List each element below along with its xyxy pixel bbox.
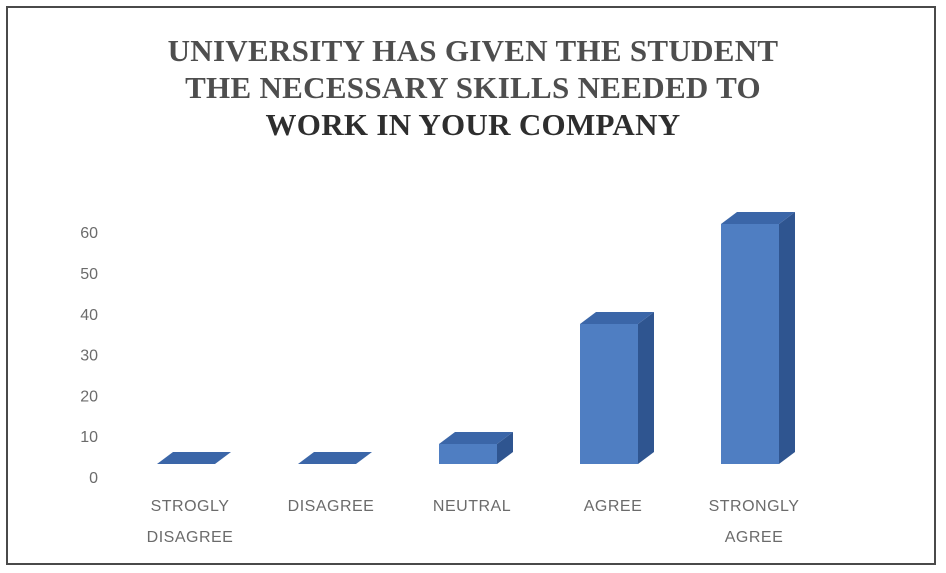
- x-tick-label: AGREE: [584, 498, 643, 515]
- bar-front: [721, 224, 779, 464]
- bar-top: [439, 432, 513, 444]
- bar: [721, 212, 795, 464]
- y-tick-label: 50: [80, 266, 98, 283]
- bar-side: [638, 312, 654, 464]
- x-tick-label: DISAGREE: [288, 498, 375, 515]
- x-tick-label-line: DISAGREE: [147, 529, 234, 546]
- y-tick-label: 40: [80, 307, 98, 324]
- bar-top: [157, 452, 231, 464]
- x-tick-label-line: AGREE: [584, 498, 643, 515]
- x-tick-label: NEUTRAL: [433, 498, 511, 515]
- y-tick-label: 20: [80, 388, 98, 405]
- y-tick-label: 10: [80, 429, 98, 446]
- chart-title: UNIVERSITY HAS GIVEN THE STUDENT THE NEC…: [0, 32, 946, 143]
- y-tick-label: 0: [89, 470, 98, 487]
- x-tick-label-line: STROGLY: [151, 498, 230, 515]
- x-tick-label-line: DISAGREE: [288, 498, 375, 515]
- bars: [157, 212, 795, 464]
- bar-side: [497, 432, 513, 464]
- x-tick-label-line: AGREE: [725, 529, 784, 546]
- chart-title-line-2: THE NECESSARY SKILLS NEEDED TO: [185, 70, 761, 105]
- bar-side: [779, 212, 795, 464]
- bar-top: [580, 312, 654, 324]
- x-tick-label-line: STRONGLY: [709, 498, 800, 515]
- bar: [580, 312, 654, 464]
- bar-top: [298, 452, 372, 464]
- x-tick-label: STROGLY DISAGREE: [147, 498, 234, 546]
- chart-title-line-3: WORK IN YOUR COMPANY: [265, 107, 681, 142]
- x-tick-label: STRONGLY AGREE: [709, 498, 800, 546]
- y-tick-label: 60: [80, 225, 98, 242]
- bar: [157, 452, 231, 464]
- y-axis: 0 10 20 30 40 50 60: [80, 225, 98, 487]
- y-tick-label: 30: [80, 348, 98, 365]
- bar: [298, 452, 372, 464]
- chart-title-line-1: UNIVERSITY HAS GIVEN THE STUDENT: [167, 33, 779, 68]
- bar-front: [580, 324, 638, 464]
- bar-top: [721, 212, 795, 224]
- x-tick-label-line: NEUTRAL: [433, 498, 511, 515]
- bar: [439, 432, 513, 464]
- bar-front: [439, 444, 497, 464]
